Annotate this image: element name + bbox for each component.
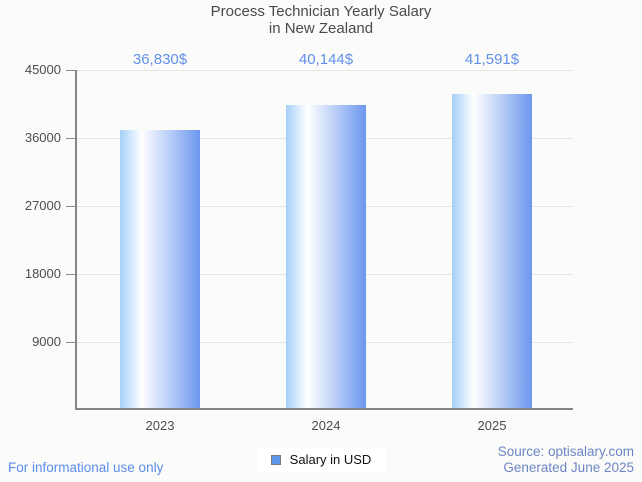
x-axis-label-2025: 2025 <box>477 418 507 433</box>
chart-title-line1: Process Technician Yearly Salary <box>210 3 432 20</box>
salary-bar-2024 <box>286 105 366 408</box>
plot-area: 9000 18000 27000 36000 45000 36,830$ 2023 40,14… <box>25 51 573 433</box>
y-tick-mark-27000 <box>66 206 75 207</box>
bar-value-label-2024: 40,144$ <box>298 51 354 68</box>
y-tick-label-45000: 45000 <box>24 62 61 77</box>
salary-bar-2023 <box>120 130 200 408</box>
y-tick-label-27000: 27000 <box>24 198 61 213</box>
legend-marker-icon <box>270 454 281 465</box>
salary-bar-2025 <box>452 94 532 408</box>
chart-title-line2: in New Zealand <box>268 20 374 37</box>
gridline-45000 <box>77 70 573 71</box>
source-attribution[interactable]: Source: optisalary.com Generated June 20… <box>498 444 634 476</box>
chart-title: Process Technician Yearly Salary in New … <box>0 3 642 37</box>
x-axis-label-2024: 2024 <box>311 418 341 433</box>
x-axis-label-2023: 2023 <box>145 418 175 433</box>
legend-label: Salary in USD <box>289 452 372 467</box>
y-tick-mark-9000 <box>66 342 75 343</box>
source-link[interactable]: Source: optisalary.com <box>497 444 634 459</box>
y-tick-label-9000: 9000 <box>32 334 61 349</box>
disclaimer-text: For informational use only <box>8 460 164 475</box>
legend-item-salary-usd[interactable]: Salary in USD <box>256 447 386 472</box>
y-tick-label-18000: 18000 <box>24 266 61 281</box>
y-tick-mark-45000 <box>66 70 75 71</box>
generated-date: Generated June 2025 <box>503 460 634 475</box>
y-tick-mark-36000 <box>66 138 75 139</box>
bar-value-label-2023: 36,830$ <box>132 51 188 68</box>
y-tick-label-36000: 36000 <box>24 130 61 145</box>
legend: Salary in USD <box>0 447 642 472</box>
bar-value-label-2025: 41,591$ <box>464 51 520 68</box>
y-tick-mark-18000 <box>66 274 75 275</box>
